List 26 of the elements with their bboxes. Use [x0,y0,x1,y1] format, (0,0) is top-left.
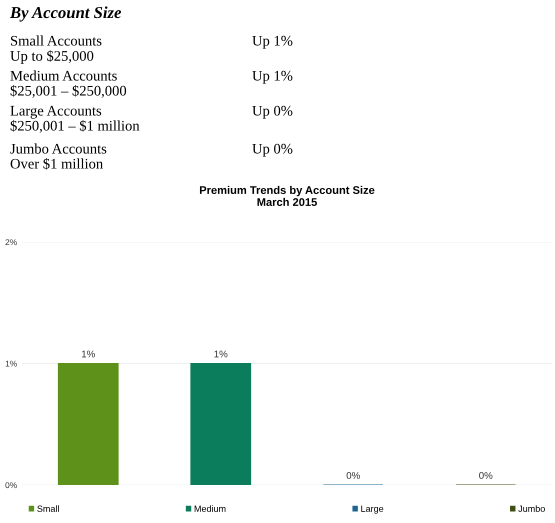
y-tick-label: 0% [5,482,17,488]
y-tick-label: 1% [6,360,17,367]
text: Up to $25,000 [10,50,94,64]
text: $250,001 – $1 million [10,120,140,133]
text: Large Accounts [10,106,102,119]
data-label: 1% [214,350,228,358]
text: Up 1% [252,36,292,49]
text: Small Accounts [10,35,102,46]
legend-label: Small [37,505,59,512]
text: $25,001 – $250,000 [10,84,126,98]
legend-label: Large [361,506,384,514]
text: Up 0% [252,106,292,119]
legend-label: Medium [194,505,226,512]
text: By Account Size [10,6,122,22]
text: Up 0% [252,144,292,157]
text: Medium Accounts [10,70,117,81]
text: Over $1 million [10,158,103,170]
data-label: 1% [82,350,95,358]
y-tick-label: 2% [6,239,17,246]
text: Jumbo Accounts [10,143,106,154]
data-label: 0% [346,472,360,479]
legend-label: Jumbo [518,505,545,512]
data-label: 0% [479,472,492,479]
chart-title: Premium Trends by Account Size [200,186,374,196]
text: Up 1% [252,70,292,84]
chart-subtitle: March 2015 [257,198,317,206]
